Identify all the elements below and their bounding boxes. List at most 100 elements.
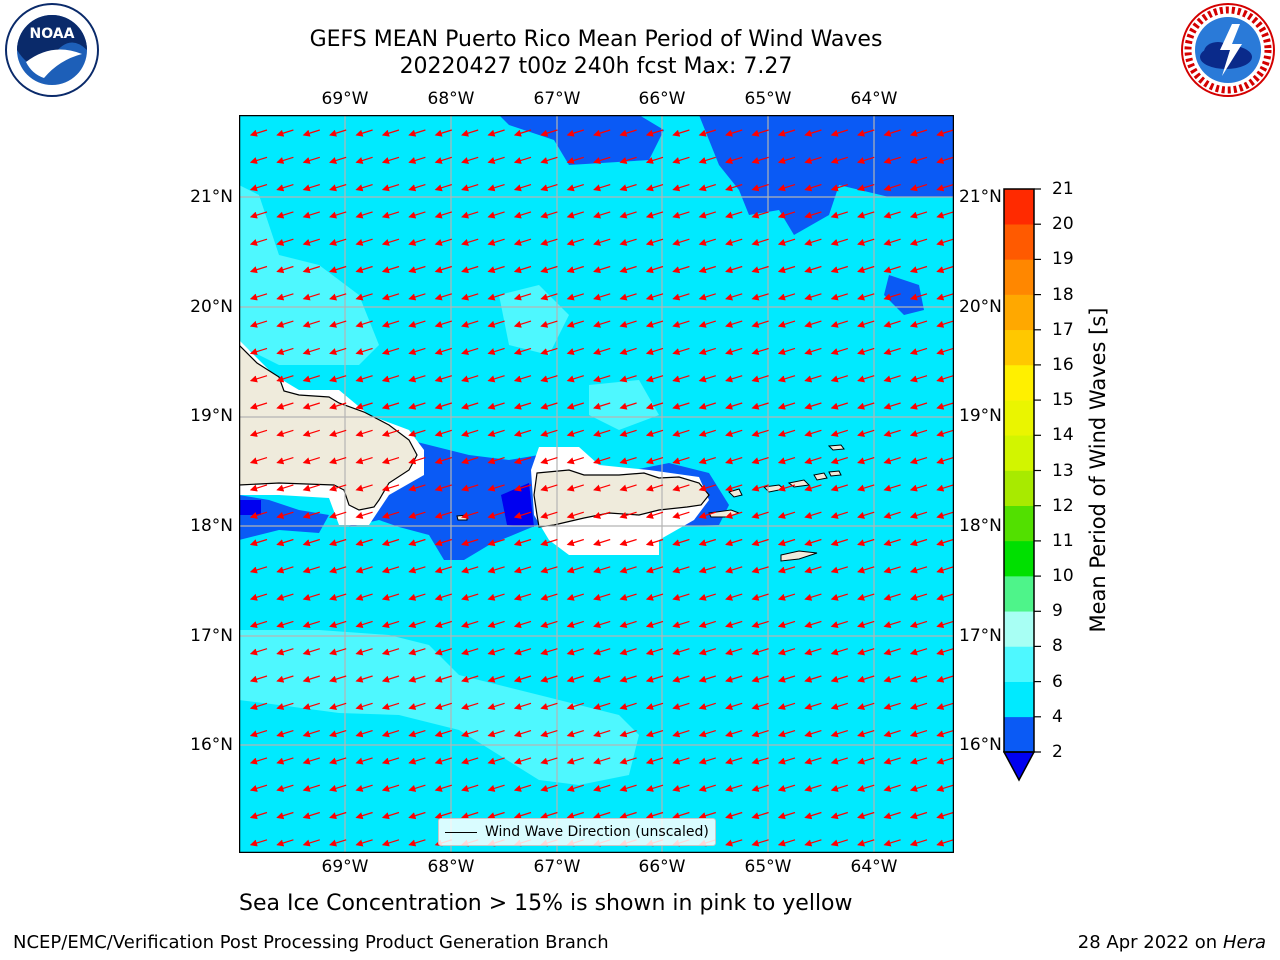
wave-direction-arrow: [725, 784, 743, 792]
wave-direction-arrow: [619, 375, 637, 383]
wave-direction-arrow: [276, 211, 294, 219]
wave-direction-arrow: [540, 293, 558, 301]
wave-direction-arrow: [804, 538, 822, 547]
wave-direction-arrow: [777, 211, 796, 219]
colorbar-band: [1004, 364, 1034, 401]
wave-direction-arrow: [777, 320, 796, 328]
wave-direction-arrow: [302, 156, 320, 164]
wave-direction-arrow: [566, 511, 584, 519]
wave-direction-arrow: [593, 648, 611, 656]
wave-direction-arrow: [698, 347, 716, 356]
wave-direction-arrow: [355, 784, 373, 792]
wave-direction-arrow: [513, 402, 532, 410]
wave-direction-arrow: [513, 811, 532, 820]
colorbar-tick-label: 11: [1052, 530, 1074, 551]
wave-direction-arrow: [645, 156, 664, 164]
wave-direction-arrow: [619, 265, 637, 274]
wave-direction-arrow: [302, 702, 320, 710]
wave-direction-arrow: [777, 730, 796, 738]
wave-direction-arrow: [593, 702, 611, 710]
wave-direction-arrow: [645, 484, 664, 492]
wave-direction-arrow: [672, 457, 690, 465]
wave-direction-arrow: [619, 320, 637, 328]
wave-direction-arrow: [777, 402, 796, 410]
wave-direction-arrow: [751, 484, 769, 492]
colorbar-tick-label: 15: [1052, 390, 1074, 411]
wave-direction-arrow: [672, 702, 690, 710]
wave-direction-arrow: [381, 566, 400, 574]
wave-direction-arrow: [276, 238, 294, 246]
wave-direction-arrow: [645, 457, 664, 465]
wave-direction-arrow: [329, 730, 347, 738]
wave-direction-arrow: [804, 375, 822, 383]
wave-direction-arrow: [857, 293, 875, 301]
wave-direction-arrow: [593, 129, 611, 137]
wave-direction-arrow: [249, 702, 268, 710]
wave-direction-arrow: [408, 784, 426, 792]
wave-direction-arrow: [513, 784, 532, 792]
wave-direction-arrow: [540, 511, 558, 519]
wave-direction-arrow: [672, 620, 690, 629]
wave-direction-arrow: [909, 457, 928, 465]
wave-direction-arrow: [936, 511, 954, 519]
wave-direction-arrow: [751, 702, 769, 710]
wave-direction-arrow: [698, 675, 716, 683]
wave-direction-arrow: [329, 566, 347, 574]
wave-direction-arrow: [540, 238, 558, 246]
wave-direction-arrow: [909, 238, 928, 246]
chart-title-line-2: 20220427 t00z 240h fcst Max: 7.27: [399, 54, 793, 79]
wave-direction-arrow: [593, 730, 611, 738]
wave-direction-arrow: [461, 457, 479, 465]
wave-direction-arrow: [909, 347, 928, 356]
colorbar-tick-label: 17: [1052, 319, 1074, 340]
wave-direction-arrow: [777, 593, 796, 601]
wave-direction-arrow: [804, 511, 822, 519]
wave-direction-arrow: [804, 293, 822, 301]
wave-direction-arrow: [249, 511, 268, 519]
wave-direction-arrow: [698, 566, 716, 574]
wave-direction-arrow: [645, 429, 664, 437]
wave-direction-arrow: [936, 784, 954, 792]
lat-label-left: 21°N: [190, 187, 233, 207]
wave-direction-arrow: [381, 757, 400, 765]
wave-direction-arrow: [408, 730, 426, 738]
wave-direction-arrow: [804, 457, 822, 465]
wave-direction-arrow: [540, 675, 558, 683]
wave-direction-arrow: [725, 593, 743, 601]
wave-direction-arrow: [487, 156, 505, 164]
wave-direction-arrow: [777, 429, 796, 437]
wave-direction-arrow: [540, 484, 558, 492]
wave-direction-arrow: [777, 375, 796, 383]
wave-direction-arrow: [461, 702, 479, 710]
wave-direction-arrow: [276, 593, 294, 601]
wave-direction-arrow: [329, 129, 347, 137]
wave-direction-arrow: [540, 757, 558, 765]
wave-direction-arrow: [513, 211, 532, 219]
wave-direction-arrow: [883, 347, 901, 356]
wave-direction-arrow: [725, 375, 743, 383]
wave-direction-arrow: [487, 566, 505, 574]
wave-direction-arrow: [804, 265, 822, 274]
wave-direction-arrow: [566, 593, 584, 601]
wave-direction-arrow: [408, 293, 426, 301]
wave-direction-arrow: [461, 293, 479, 301]
wave-direction-arrow: [540, 811, 558, 820]
wave-direction-arrow: [566, 648, 584, 656]
wave-direction-arrow: [725, 320, 743, 328]
wave-direction-arrow: [329, 429, 347, 437]
wave-direction-arrow: [725, 511, 743, 519]
wave-direction-arrow: [434, 675, 452, 683]
wave-direction-arrow: [381, 184, 400, 192]
wave-direction-arrow: [461, 375, 479, 383]
wave-direction-arrow: [936, 265, 954, 274]
wave-direction-arrow: [355, 293, 373, 301]
lon-label-bottom: 69°W: [321, 857, 369, 877]
wave-direction-arrow: [857, 320, 875, 328]
wave-direction-arrow: [329, 620, 347, 629]
wave-direction-arrow: [355, 457, 373, 465]
wave-direction-arrow: [487, 238, 505, 246]
wave-direction-arrow: [513, 129, 532, 137]
wave-direction-arrow: [804, 702, 822, 710]
wave-direction-arrow: [355, 320, 373, 328]
wave-direction-arrow: [329, 211, 347, 219]
